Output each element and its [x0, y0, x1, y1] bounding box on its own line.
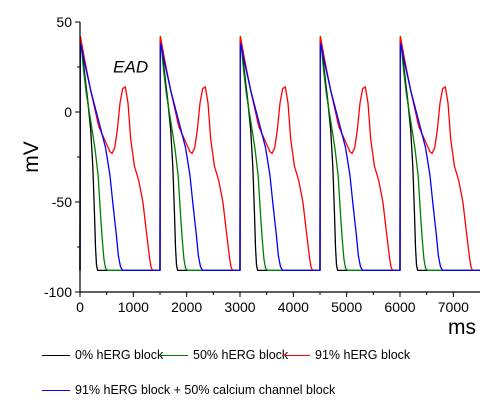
x-tick-label: 3000: [224, 299, 255, 315]
legend-label: 91% hERG block + 50% calcium channel blo…: [75, 383, 336, 397]
legend: 0% hERG block 50% hERG block 91% hERG bl…: [0, 340, 500, 410]
y-tick-label: -100: [44, 284, 72, 300]
y-tick-label: 0: [64, 104, 72, 120]
x-tick-label: 6000: [384, 299, 415, 315]
legend-item-0-herg: 0% hERG block: [42, 345, 163, 365]
legend-label: 0% hERG block: [75, 348, 164, 362]
series-lines: [79, 35, 480, 272]
legend-item-50-herg: 50% hERG block: [160, 345, 288, 365]
legend-item-91-herg: 91% hERG block: [282, 345, 410, 365]
x-tick-label: 1000: [118, 299, 149, 315]
x-tick-label: 5000: [331, 299, 362, 315]
legend-swatch: [160, 354, 188, 356]
legend-swatch: [282, 354, 310, 356]
legend-label: 50% hERG block: [193, 348, 289, 362]
y-axis-label: mV: [20, 141, 43, 173]
legend-swatch: [42, 389, 70, 391]
y-tick-label: -50: [52, 194, 72, 210]
legend-label: 91% hERG block: [315, 348, 411, 362]
legend-item-91-herg-calcium: 91% hERG block + 50% calcium channel blo…: [42, 380, 335, 400]
x-tick-label: 2000: [171, 299, 202, 315]
ead-annotation: EAD: [113, 57, 148, 76]
y-tick-label: 50: [56, 14, 72, 30]
ticks: 0 1000 2000 3000 4000 5000 6000 7000 -100 -50 0 50: [44, 14, 469, 315]
legend-swatch: [42, 354, 70, 356]
x-tick-label: 7000: [438, 299, 469, 315]
ap-chart: 0 1000 2000 3000 4000 5000 6000 7000-100-50050 …: [20, 14, 480, 339]
series-line-3: [79, 42, 480, 272]
x-tick-label: 0: [76, 299, 84, 315]
x-tick-label: 4000: [278, 299, 309, 315]
x-axis-label: ms: [448, 316, 476, 339]
